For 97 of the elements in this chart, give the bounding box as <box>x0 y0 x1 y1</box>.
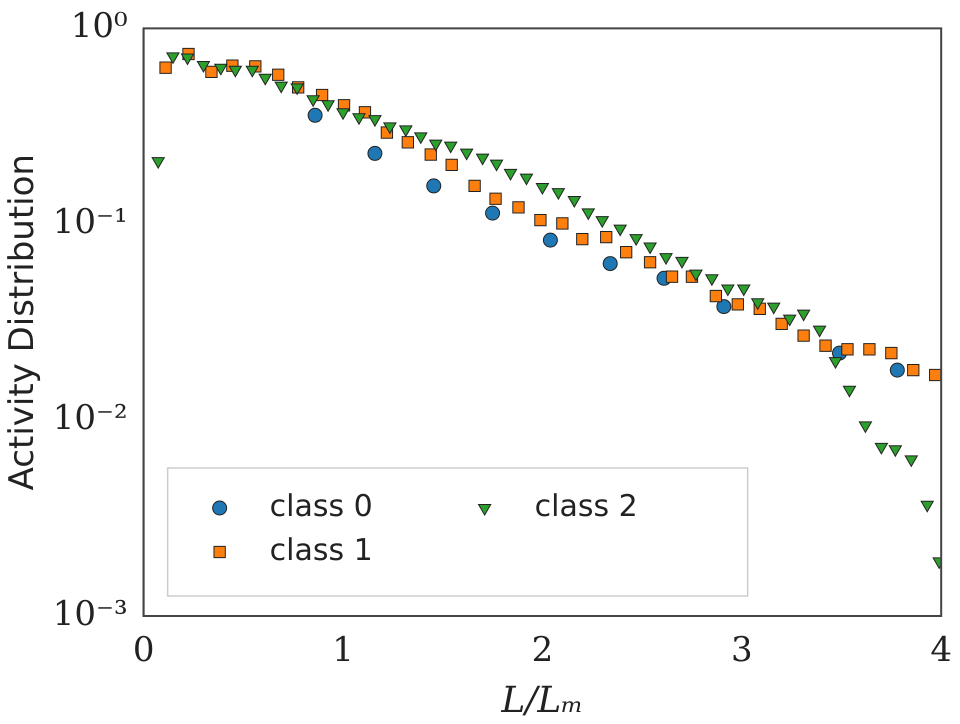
point <box>751 298 764 310</box>
point <box>842 386 856 398</box>
point <box>152 157 165 169</box>
point <box>489 192 502 205</box>
point <box>904 455 918 467</box>
point <box>414 132 428 144</box>
y-tick-label: 10⁻³ <box>52 594 128 634</box>
point <box>602 256 618 272</box>
point <box>536 182 549 194</box>
x-tick-label: 3 <box>730 630 753 670</box>
point <box>542 232 558 248</box>
point <box>424 148 437 161</box>
x-tick-label: 4 <box>930 630 952 670</box>
point <box>274 82 288 94</box>
point <box>732 298 744 311</box>
point <box>308 108 323 123</box>
point <box>776 318 788 330</box>
point <box>322 100 335 112</box>
x-axis-title: L/Lₘ <box>500 680 584 721</box>
point <box>552 188 565 200</box>
point <box>504 168 518 180</box>
point <box>819 340 832 352</box>
point <box>166 52 180 64</box>
point <box>336 108 350 120</box>
point <box>534 214 547 226</box>
legend-label: class 2 <box>534 488 638 524</box>
point <box>783 314 796 326</box>
point <box>205 66 218 78</box>
point <box>737 284 750 296</box>
point <box>600 230 612 244</box>
point <box>705 274 718 286</box>
point <box>812 326 826 338</box>
point <box>907 364 920 376</box>
point <box>659 253 673 265</box>
point <box>630 234 643 246</box>
point <box>159 62 172 74</box>
point <box>402 136 414 148</box>
point <box>426 178 442 194</box>
point <box>368 115 382 127</box>
point <box>228 66 242 78</box>
point <box>568 196 581 208</box>
y-tick-label: 10⁻² <box>52 398 128 438</box>
point <box>675 256 689 268</box>
point <box>721 284 734 296</box>
point <box>797 310 810 322</box>
point <box>476 154 490 166</box>
point <box>520 174 534 186</box>
x-tick-label: 2 <box>532 630 554 670</box>
point <box>596 216 609 228</box>
point <box>666 270 678 283</box>
point <box>367 146 382 161</box>
point <box>874 442 888 454</box>
point <box>460 148 474 160</box>
point <box>576 232 588 246</box>
point <box>644 242 657 254</box>
point <box>399 125 412 137</box>
point <box>920 500 934 512</box>
legend-label: class 1 <box>270 532 373 568</box>
x-tick-label: 0 <box>132 630 154 670</box>
point <box>828 357 842 369</box>
legend-label: class 0 <box>270 488 373 524</box>
point <box>644 256 656 268</box>
point <box>890 362 905 378</box>
point <box>716 299 732 314</box>
point <box>446 158 458 172</box>
point <box>485 206 500 221</box>
point <box>429 140 442 152</box>
y-tick-label: 10⁰ <box>70 6 128 46</box>
point <box>383 122 396 134</box>
x-tick-label: 1 <box>332 630 354 670</box>
point <box>841 343 854 356</box>
point <box>306 95 320 107</box>
point <box>272 68 284 81</box>
point <box>444 142 458 154</box>
point <box>767 302 780 314</box>
point <box>582 208 595 220</box>
point <box>689 270 702 282</box>
point <box>888 445 902 457</box>
point <box>352 113 366 125</box>
point <box>258 74 272 86</box>
point <box>180 54 194 66</box>
point <box>620 246 632 258</box>
y-axis-title: Activity Distribution <box>2 154 42 490</box>
point <box>885 346 898 360</box>
y-tick-label: 10⁻¹ <box>52 202 128 242</box>
point <box>490 160 504 172</box>
point <box>614 224 627 236</box>
point <box>797 329 810 342</box>
point <box>214 64 228 76</box>
point <box>512 201 525 214</box>
point <box>863 343 876 356</box>
point <box>858 421 872 433</box>
point <box>556 217 569 230</box>
point <box>196 61 210 73</box>
point <box>710 290 722 302</box>
point <box>468 180 481 192</box>
point <box>246 66 259 78</box>
